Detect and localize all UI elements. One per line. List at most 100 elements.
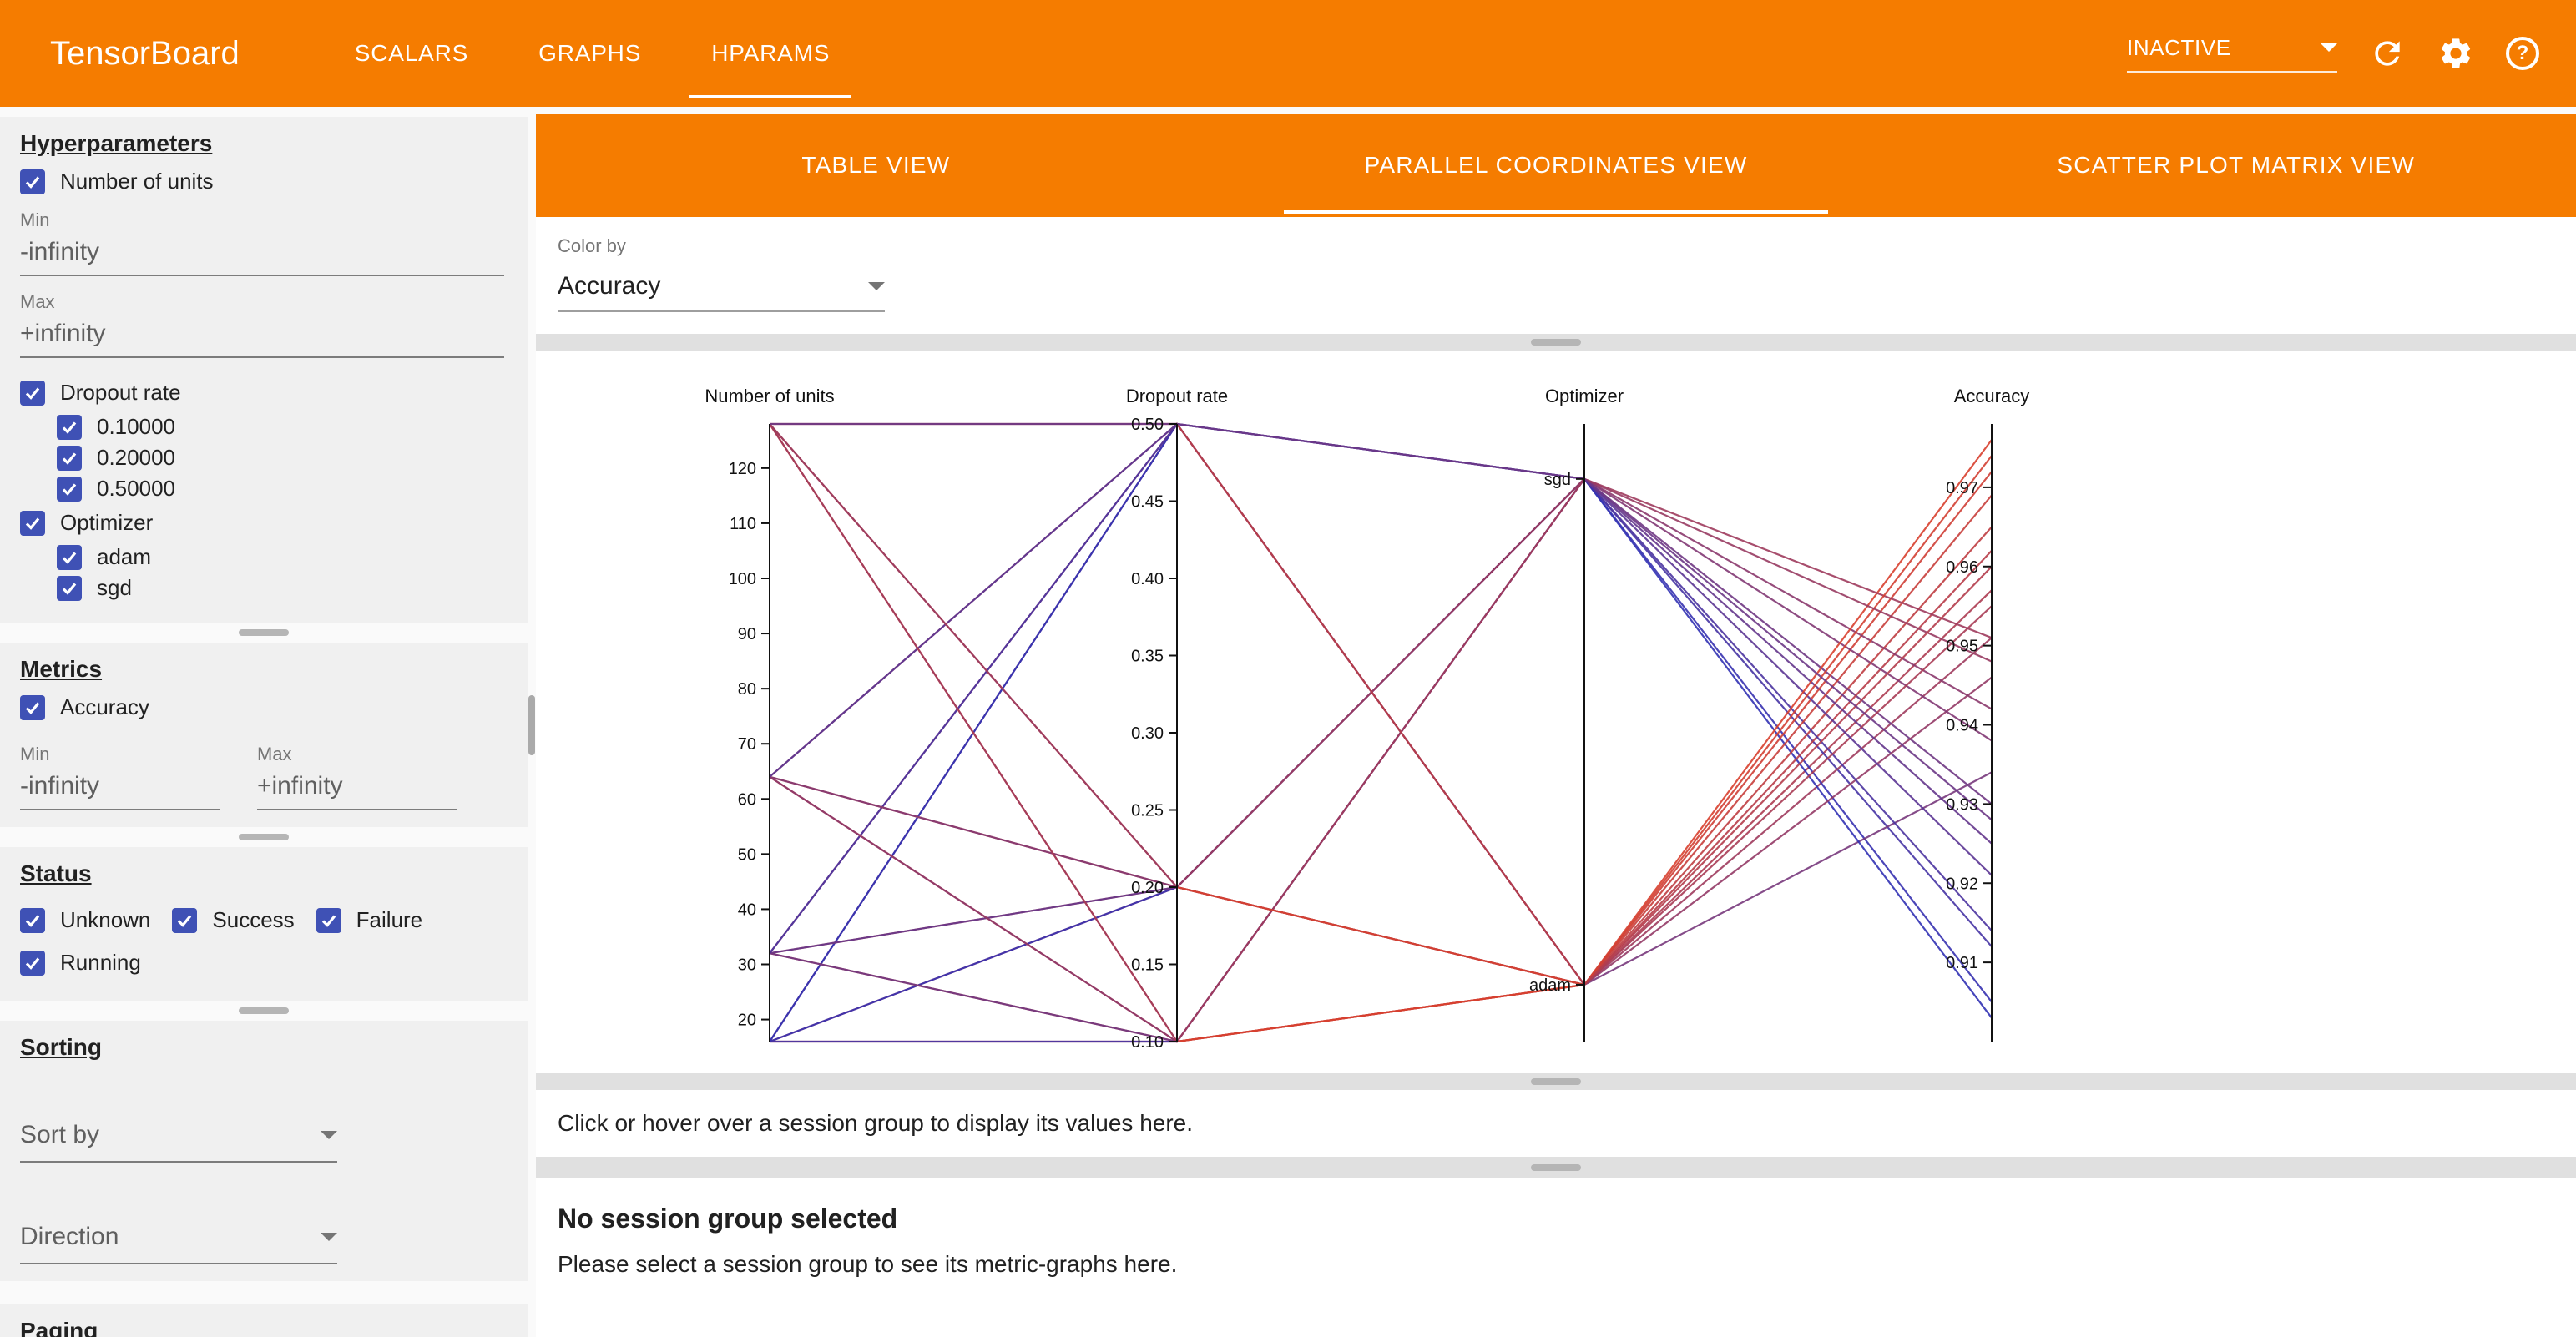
checkbox-accuracy[interactable]: Accuracy [20,694,508,720]
session-group-line[interactable] [769,471,1993,1043]
checkbox-status-success[interactable]: Success [172,907,295,933]
checkbox-checked-icon[interactable] [20,694,45,720]
checkbox-checked-icon[interactable] [57,575,82,601]
axis-tick-label: 0.25 [1131,802,1164,820]
axis-tick-label: 80 [738,680,756,699]
metrics-title: Metrics [20,656,103,682]
sidebar-splitter[interactable] [528,114,536,1337]
reload-icon[interactable] [2369,35,2406,72]
checkbox-checked-icon[interactable] [57,476,82,502]
units-min-label: Min [20,209,50,230]
paging-section: Paging Number of matching session groups… [0,1304,528,1337]
checkbox-checked-icon[interactable] [20,510,45,536]
checkbox-dropout-rate[interactable]: Dropout rate [20,380,508,406]
tab-parallel-coordinates-view[interactable]: PARALLEL COORDINATES VIEW [1216,114,1897,217]
status-title: Status [20,860,92,886]
hparams-main: TABLE VIEW PARALLEL COORDINATES VIEW SCA… [536,114,2576,1337]
checkbox-status-running[interactable]: Running [20,950,141,976]
units-max-label: Max [20,291,55,312]
settings-gear-icon[interactable] [2437,35,2474,72]
checkbox-label: Dropout rate [60,380,181,405]
checkbox-label: sgd [97,575,132,600]
chevron-down-icon [321,1233,337,1241]
session-group-line[interactable] [769,423,1993,889]
pane-resize-handle[interactable] [239,834,289,840]
session-group-line[interactable] [770,422,1993,821]
reload-status-dropdown[interactable]: INACTIVE [2127,35,2337,73]
pane-resize-handle[interactable] [1531,1078,1581,1085]
metrics-max-input[interactable]: +infinity [257,765,457,810]
pane-divider [536,1073,2576,1090]
checkbox-optimizer-sgd[interactable]: sgd [57,575,508,601]
axis-tick-label: 120 [729,460,756,478]
no-session-selected-message: Please select a session group to see its… [558,1251,1178,1277]
metrics-section: Metrics Accuracy Min -infinity Max +infi… [0,643,528,827]
checkbox-dropout-020[interactable]: 0.20000 [57,445,508,471]
session-group-line[interactable] [770,422,1993,986]
checkbox-dropout-050[interactable]: 0.50000 [57,476,508,502]
tab-scalars[interactable]: SCALARS [354,40,469,66]
parallel-coordinates-pane: Number of units 20 30 40 50 60 70 80 90 100 110 120… [536,351,2576,1073]
axis-tick-label: 0.15 [1131,956,1164,975]
checkbox-optimizer[interactable]: Optimizer [20,510,508,536]
session-group-line[interactable] [769,422,1993,876]
checkbox-label: Success [212,907,295,932]
checkbox-label: adam [97,544,152,569]
session-group-line[interactable] [769,637,1993,1043]
section-divider [0,1281,528,1304]
checkbox-checked-icon[interactable] [57,414,82,440]
session-group-line[interactable] [769,422,1993,954]
axis-tick-label: 20 [738,1012,756,1030]
metrics-min-input[interactable]: -infinity [20,765,220,810]
tab-hparams[interactable]: HPARAMS [676,0,865,107]
axis-tick-label: 0.91 [1946,954,1978,972]
pane-resize-handle[interactable] [239,629,289,636]
no-session-selected-title: No session group selected [558,1203,898,1234]
checkbox-checked-icon[interactable] [20,169,45,194]
checkbox-number-of-units[interactable]: Number of units [20,169,508,194]
sort-by-dropdown[interactable]: Sort by [20,1114,337,1163]
hparams-sidebar: Hyperparameters Number of units Min -inf… [0,114,528,1337]
checkbox-label: Accuracy [60,694,149,719]
axis-tick-label: 40 [738,901,756,919]
checkbox-status-unknown[interactable]: Unknown [20,907,150,933]
checkbox-checked-icon[interactable] [57,544,82,570]
session-group-line[interactable] [769,526,1993,1043]
parallel-coordinates-chart[interactable]: Number of units 20 30 40 50 60 70 80 90 100 110 120… [536,357,2576,1067]
checkbox-label: Unknown [60,907,151,932]
header-actions: INACTIVE [2127,35,2539,73]
units-min-input[interactable]: -infinity [20,231,504,276]
checkbox-optimizer-adam[interactable]: adam [57,544,508,570]
color-by-dropdown[interactable]: Accuracy [558,260,885,312]
axis-tick-label: 0.40 [1131,570,1164,588]
checkbox-label: 0.20000 [97,445,175,470]
checkbox-label: Running [60,950,141,975]
tab-graphs[interactable]: GRAPHS [538,40,642,66]
direction-dropdown[interactable]: Direction [20,1216,337,1264]
checkbox-checked-icon[interactable] [20,950,45,976]
axis-tick-label: 0.97 [1946,479,1978,497]
units-max-input[interactable]: +infinity [20,313,504,358]
axis-tick-label: 70 [738,735,756,754]
checkbox-checked-icon[interactable] [20,907,45,933]
checkbox-status-failure[interactable]: Failure [316,907,422,933]
checkbox-checked-icon[interactable] [316,907,341,933]
tab-table-view[interactable]: TABLE VIEW [801,152,951,178]
checkbox-dropout-010[interactable]: 0.10000 [57,414,508,440]
tab-scatter-plot-matrix-view[interactable]: SCATTER PLOT MATRIX VIEW [2057,152,2415,178]
checkbox-label: Number of units [60,169,214,194]
checkbox-label: Optimizer [60,510,154,535]
help-icon[interactable] [2506,37,2539,70]
splitter-handle[interactable] [528,695,535,755]
sorting-title: Sorting [20,1034,102,1060]
pane-resize-handle[interactable] [1531,1164,1581,1171]
pane-resize-handle[interactable] [1531,339,1581,346]
pane-resize-handle[interactable] [239,1007,289,1014]
view-tabs: TABLE VIEW PARALLEL COORDINATES VIEW SCA… [536,114,2576,217]
checkbox-checked-icon[interactable] [57,445,82,471]
session-group-line[interactable] [769,423,1993,1043]
session-group-line[interactable] [769,494,1993,986]
checkbox-checked-icon[interactable] [20,380,45,406]
checkbox-checked-icon[interactable] [172,907,198,933]
